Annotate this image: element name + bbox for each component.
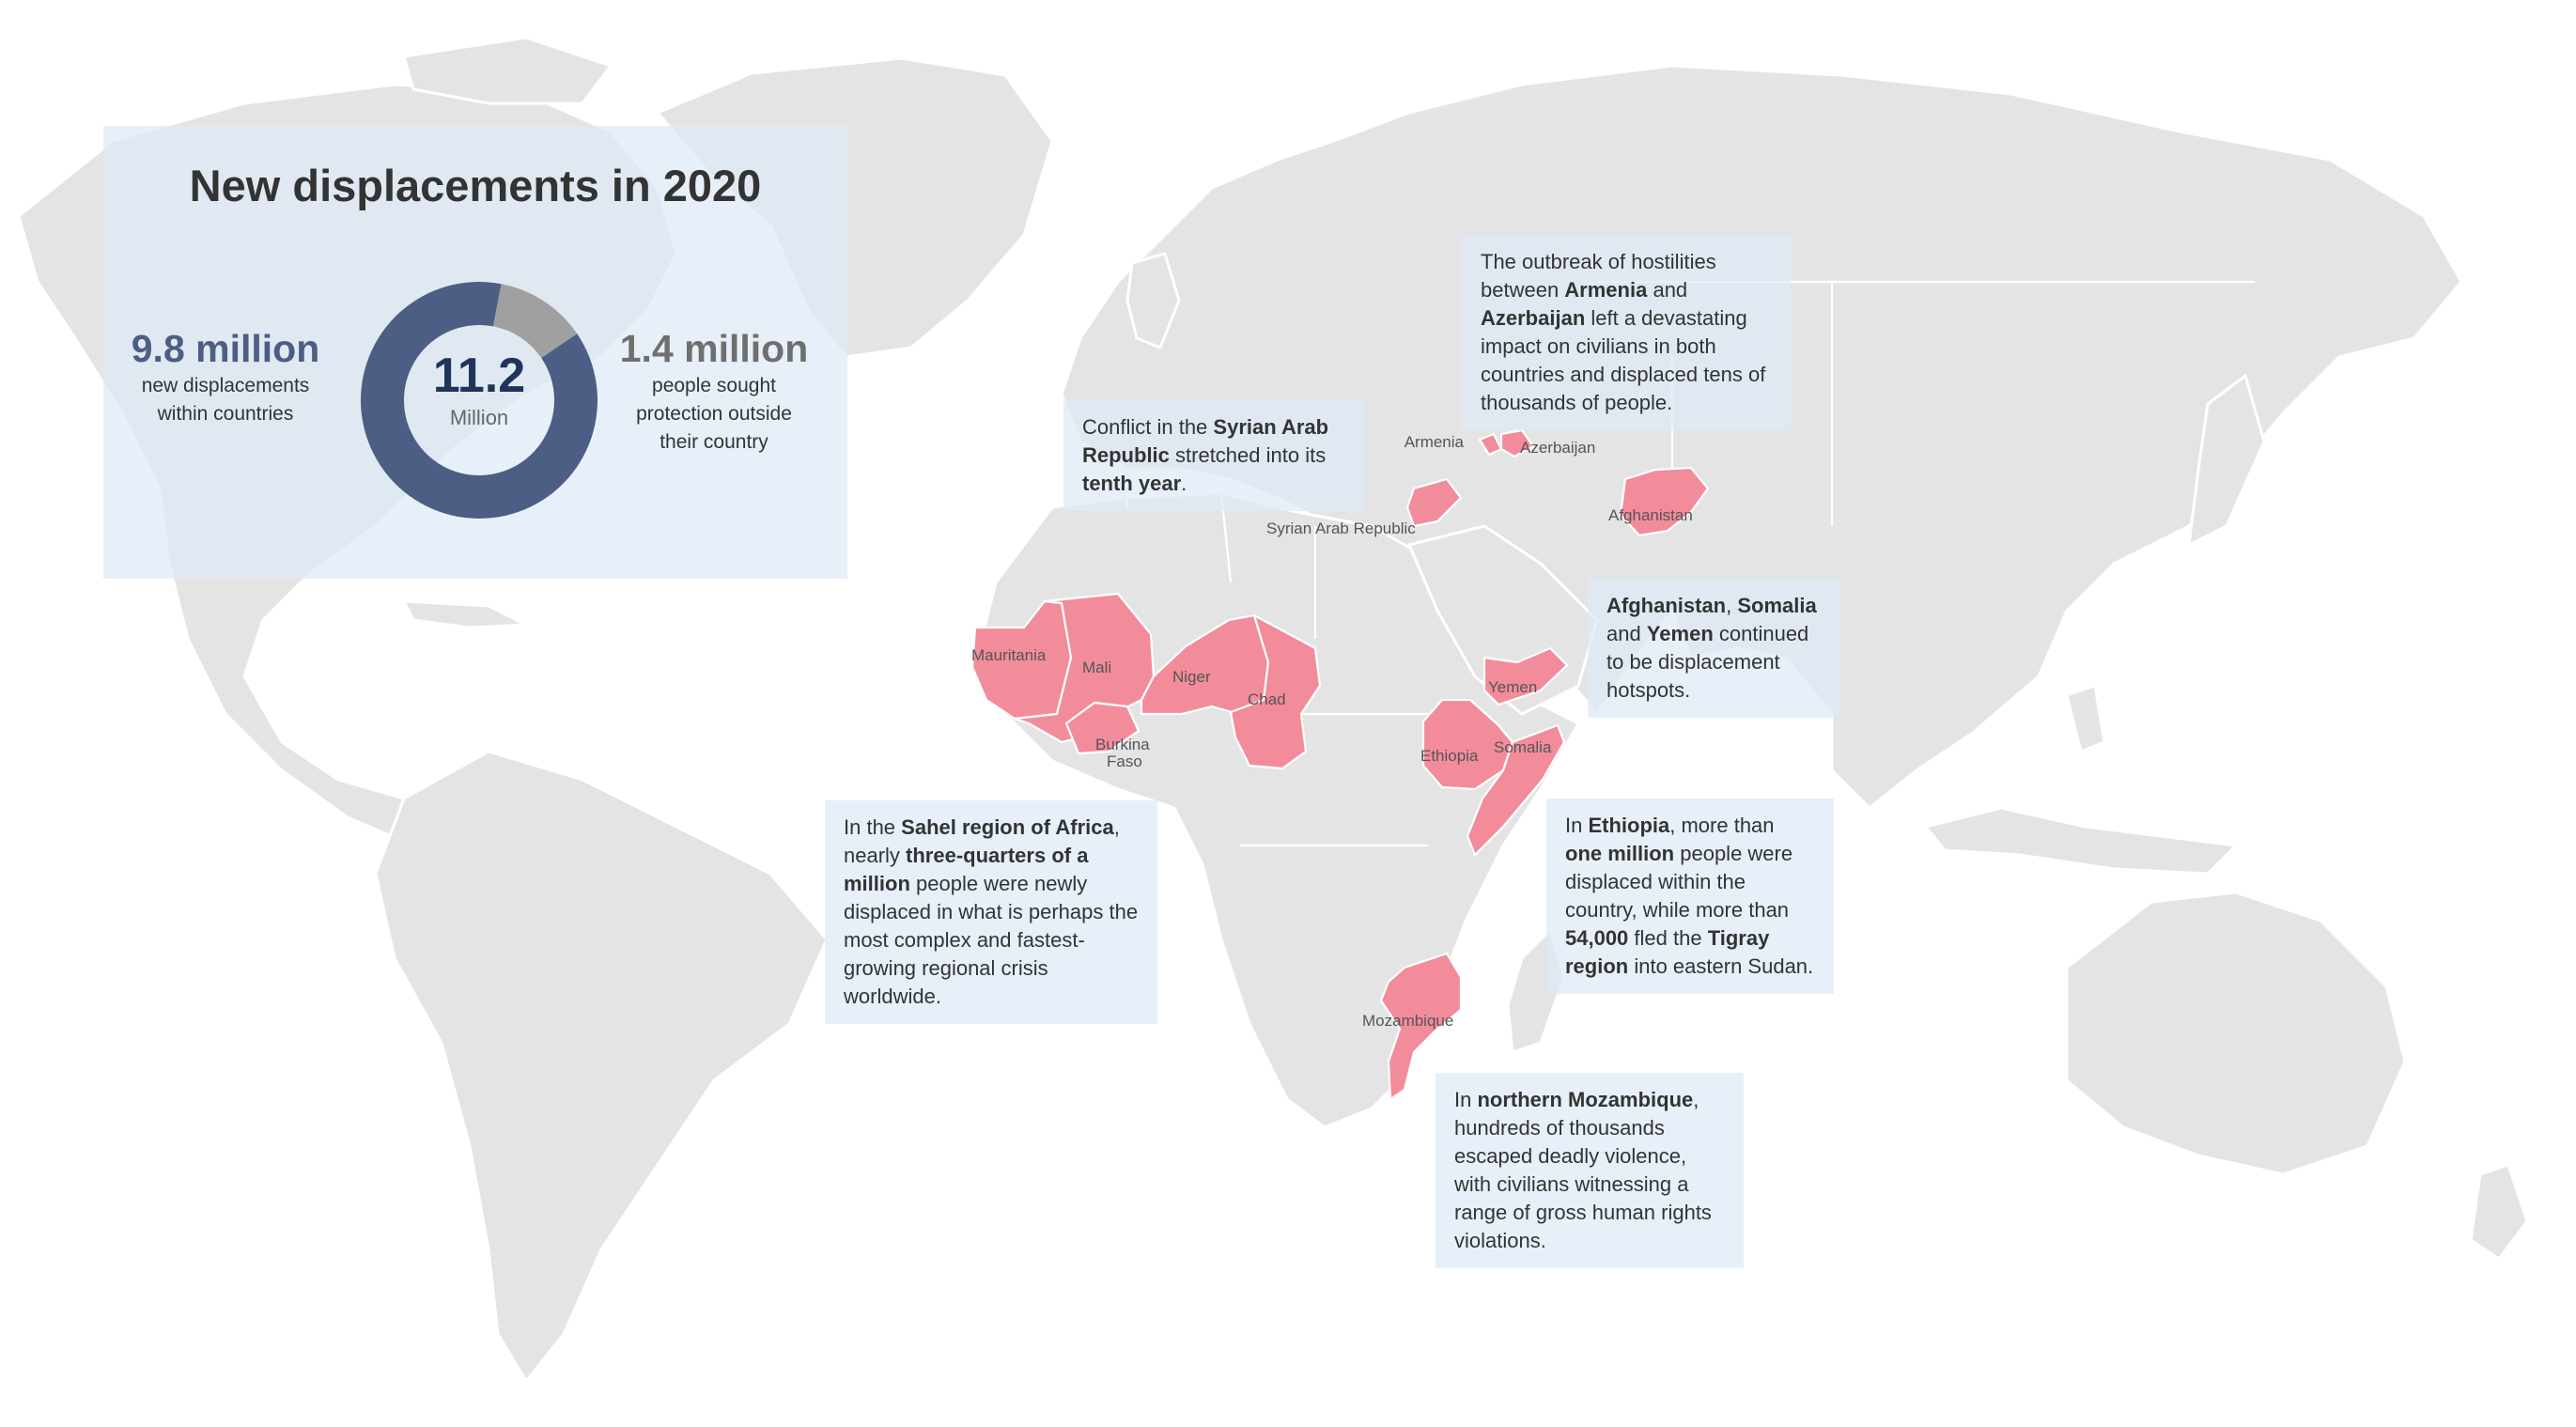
donut-center: 11.2 Million (357, 349, 601, 430)
country-azerbaijan (1499, 428, 1535, 458)
label-burkina-faso-1: Burkina (1095, 736, 1150, 753)
label-burkina-faso-2: Faso (1107, 752, 1142, 770)
caribbean (402, 599, 528, 629)
donut-segment-2 (492, 284, 578, 359)
label-syria: Syrian Arab Republic (1266, 520, 1416, 537)
stat-internal-label-2: within countries (157, 403, 294, 425)
philippines (2065, 684, 2106, 753)
label-mali: Mali (1082, 659, 1111, 676)
stat-external-label-1: people sought (652, 375, 776, 396)
note-mozambique: In northern Mozambique, hundreds of thou… (1435, 1073, 1744, 1268)
arctic-islands (402, 36, 613, 105)
label-chad: Chad (1248, 690, 1286, 708)
note-hotspots: Afghanistan, Somalia and Yemen continued… (1588, 579, 1841, 718)
australia (2065, 891, 2407, 1176)
note-armenia-azerbaijan: The outbreak of hostilities between Arme… (1462, 235, 1791, 430)
donut-segment-1 (361, 282, 597, 519)
label-somalia: Somalia (1494, 738, 1552, 756)
donut-unit: Million (449, 406, 509, 429)
label-armenia: Armenia (1404, 433, 1465, 451)
summary-title: New displacements in 2020 (189, 161, 762, 210)
stat-internal-value: 9.8 million (131, 327, 320, 370)
label-niger: Niger (1172, 668, 1211, 686)
note-sahel: In the Sahel region of Africa, nearly th… (825, 800, 1157, 1024)
stat-external-label-2: protection outside (636, 403, 792, 425)
stat-internal-label-1: new displacements (141, 375, 310, 396)
label-mozambique: Mozambique (1362, 1012, 1453, 1030)
country-syria (1405, 477, 1463, 528)
label-yemen: Yemen (1488, 678, 1537, 696)
japan (2187, 374, 2266, 547)
note-syria: Conflict in the Syrian Arab Republic str… (1063, 400, 1364, 511)
donut-total: 11.2 (432, 349, 526, 403)
new-zealand (2469, 1163, 2529, 1261)
country-afghanistan (1619, 466, 1710, 537)
indonesia (1924, 806, 2238, 876)
label-ethiopia: Ethiopia (1420, 747, 1479, 765)
stat-internal: 9.8 million new displacements within cou… (122, 327, 329, 427)
country-mozambique (1379, 952, 1463, 1101)
label-mauritania: Mauritania (971, 646, 1047, 664)
label-afghanistan: Afghanistan (1608, 506, 1693, 524)
stat-external: 1.4 million people sought protection out… (601, 327, 827, 456)
country-yemen (1482, 646, 1569, 706)
stat-external-label-3: their country (660, 431, 768, 453)
country-burkina-faso (1064, 701, 1141, 755)
country-somalia (1466, 723, 1566, 857)
label-azerbaijan: Azerbaijan (1520, 439, 1595, 457)
summary-panel: New displacements in 2020 9.8 million ne… (103, 126, 847, 579)
uk (1125, 252, 1181, 349)
donut-chart (361, 282, 597, 519)
country-chad (1229, 613, 1322, 770)
south-america (374, 750, 829, 1383)
note-ethiopia: In Ethiopia, more than one million peopl… (1546, 799, 1834, 994)
stat-external-value: 1.4 million (619, 327, 809, 370)
